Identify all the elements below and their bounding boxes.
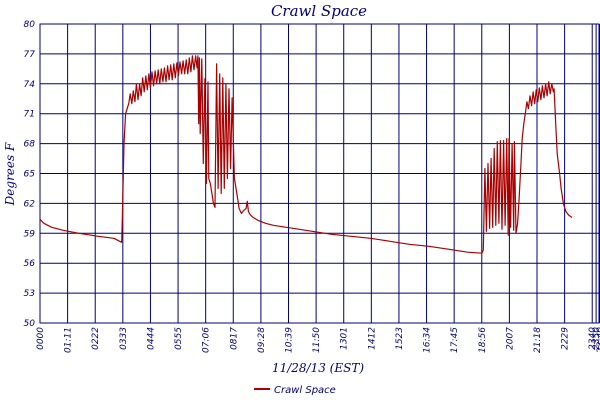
x-tick-label: 07:06	[202, 327, 212, 353]
y-tick-label: 80	[24, 20, 36, 30]
x-tick-label: 2229	[561, 327, 571, 350]
x-tick-label: 2340	[588, 327, 598, 350]
y-tick-label: 65	[24, 170, 36, 180]
x-tick-label: 21:18	[533, 327, 543, 353]
y-tick-label: 74	[24, 80, 36, 90]
y-tick-label: 71	[24, 110, 35, 120]
x-tick-label: 18:56	[478, 327, 488, 353]
x-tick-label: 11:50	[312, 327, 322, 353]
y-tick-label: 77	[24, 50, 36, 60]
x-axis-label: 11/28/13 (EST)	[272, 361, 364, 375]
chart-title: Crawl Space	[271, 2, 367, 20]
y-tick-label: 59	[24, 229, 36, 239]
legend: Crawl Space	[254, 385, 336, 396]
x-tick-label: 0444	[146, 327, 156, 350]
x-tick-label: 01:11	[64, 327, 74, 353]
x-tick-label: 23:40	[596, 327, 600, 353]
x-tick-label: 2350	[592, 327, 600, 350]
y-tick-label: 50	[24, 319, 36, 329]
x-tick-label: 0817	[229, 327, 239, 350]
y-tick-label: 68	[24, 140, 36, 150]
x-tick-label: 1523	[395, 327, 405, 350]
y-tick-label: 62	[24, 199, 36, 209]
series-line-crawl-space	[39, 55, 573, 254]
x-tick-label: 1412	[367, 327, 377, 350]
x-tick-label: 17:45	[450, 327, 460, 353]
x-tick-label: 10:39	[285, 327, 295, 353]
x-tick-label: 0000	[36, 327, 46, 350]
x-tick-label: 0333	[119, 327, 129, 350]
x-tick-label: 1301	[340, 327, 350, 350]
y-axis-label: Degrees F	[3, 142, 17, 206]
x-tick-label: 2007	[505, 327, 515, 350]
y-tick-label: 53	[24, 289, 36, 299]
legend-label: Crawl Space	[274, 385, 336, 396]
x-tick-label: 16:34	[423, 327, 433, 353]
x-tick-label: 09:28	[257, 327, 267, 353]
x-tick-label: 0555	[174, 327, 184, 350]
x-tick-label: 0222	[91, 327, 101, 350]
y-tick-label: 56	[24, 259, 36, 269]
